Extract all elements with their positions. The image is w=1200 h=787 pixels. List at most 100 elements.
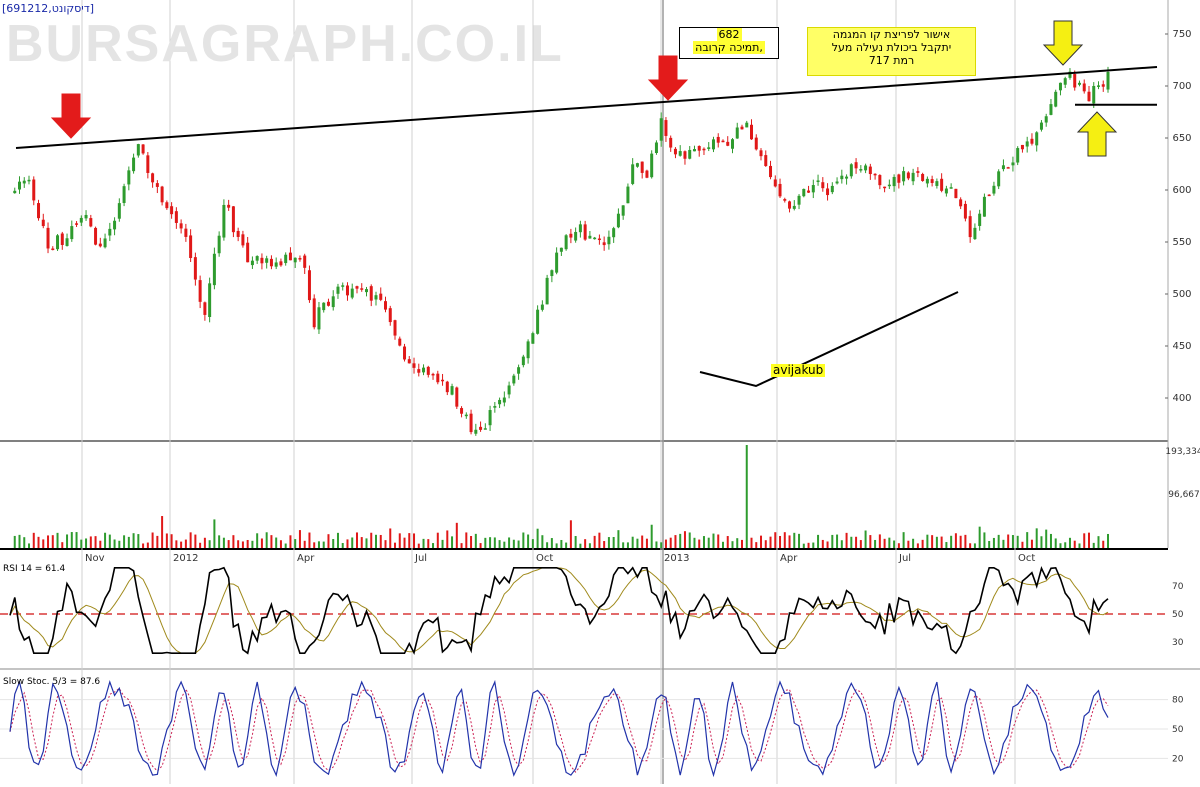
volume-bar: [294, 539, 297, 548]
candle-body: [659, 118, 663, 141]
volume-bar: [688, 532, 691, 548]
candle-body: [954, 188, 958, 199]
volume-bar: [940, 536, 943, 548]
candle-body: [878, 175, 882, 186]
volume-bar: [260, 538, 263, 548]
candle-body: [498, 399, 502, 405]
candle-body: [692, 149, 696, 152]
volume-bar: [1035, 528, 1038, 548]
candle-body: [540, 304, 544, 310]
candle-body: [1011, 162, 1015, 166]
volume-bar: [950, 535, 953, 548]
volume-bar: [702, 536, 705, 548]
candle-body: [364, 289, 368, 293]
volume-bar: [232, 535, 235, 548]
volume-bar: [660, 542, 663, 548]
candle-body: [65, 238, 69, 246]
candle-body: [1101, 84, 1105, 87]
volume-bar: [1016, 535, 1019, 548]
volume-bar: [774, 532, 777, 548]
candle-body: [307, 270, 311, 301]
volume-bar: [760, 535, 763, 548]
volume-bar: [408, 533, 411, 548]
candle-body: [764, 155, 768, 167]
volume-bar: [603, 541, 606, 548]
candle-body: [1058, 82, 1062, 91]
volume-bar: [522, 532, 525, 548]
volume-bar: [146, 542, 149, 548]
candle-body: [578, 224, 582, 233]
candle-body: [1044, 116, 1048, 123]
volume-bar: [721, 541, 724, 548]
volume-bar: [265, 532, 268, 548]
stoch-k-line: [9, 679, 1109, 778]
candle-body: [711, 139, 715, 150]
candle-body: [70, 226, 74, 240]
volume-bar: [455, 522, 458, 548]
volume-bar: [698, 539, 701, 548]
candle-body: [963, 203, 967, 219]
volume-bar: [189, 532, 192, 548]
candle-body: [474, 429, 478, 434]
candle-body: [759, 150, 763, 157]
candle-body: [75, 223, 79, 225]
candle-body: [488, 410, 492, 426]
candle-body: [1054, 91, 1058, 107]
candle-body: [403, 346, 407, 360]
volume-bar: [427, 539, 430, 548]
volume-bar: [912, 538, 915, 548]
volume-bar: [731, 541, 734, 548]
candle-body: [588, 235, 592, 239]
candle-body: [859, 169, 863, 171]
y-tick-label-2: 650: [1172, 133, 1191, 144]
volume-bar: [855, 536, 858, 548]
volume-bar: [94, 536, 97, 548]
volume-bar: [1026, 532, 1029, 548]
volume-bar: [398, 533, 401, 548]
candle-body: [193, 257, 197, 280]
volume-bar: [384, 540, 387, 548]
candle-body: [1025, 141, 1029, 147]
candle-body: [360, 288, 364, 290]
volume-bar: [289, 535, 292, 548]
candle-body: [716, 136, 720, 143]
candle-body: [32, 179, 36, 201]
volume-bar: [574, 536, 577, 548]
volume-bar: [184, 539, 187, 548]
candle-body: [916, 171, 920, 173]
candle-body: [317, 307, 321, 330]
candle-body: [973, 227, 977, 240]
candle-body: [51, 248, 55, 251]
volume-bar: [626, 542, 629, 548]
candle-body: [341, 285, 345, 287]
volume-bar: [850, 536, 853, 548]
volume-bar: [874, 539, 877, 548]
volume-bar: [1021, 541, 1024, 548]
support-note-value: 682: [716, 28, 742, 41]
volume-bar: [123, 535, 126, 548]
candle-body: [155, 183, 159, 187]
volume-bar: [37, 536, 40, 548]
volume-bar: [798, 533, 801, 548]
candle-body: [1049, 104, 1053, 115]
volume-bar: [479, 543, 482, 548]
candle-body: [417, 369, 421, 373]
volume-bar: [931, 535, 934, 548]
rsi-panel: 70 50 30: [0, 565, 1184, 655]
volume-bar: [451, 536, 454, 548]
volume-bar: [313, 542, 316, 548]
volume-bar: [664, 539, 667, 548]
candle-body: [407, 359, 411, 364]
candle-body: [345, 285, 349, 296]
stoch-tick-label-1: 50: [1172, 725, 1184, 735]
candle-body: [288, 252, 292, 261]
trend-lines: [15, 66, 1158, 388]
candle-body: [797, 195, 801, 205]
candle-body: [902, 171, 906, 182]
volume-bar: [298, 530, 301, 548]
volume-bar: [812, 542, 815, 548]
x-tick-label-1: 2012: [173, 553, 198, 564]
candle-body: [103, 238, 107, 248]
volume-bar: [1064, 542, 1067, 548]
volume-bar: [679, 533, 682, 548]
